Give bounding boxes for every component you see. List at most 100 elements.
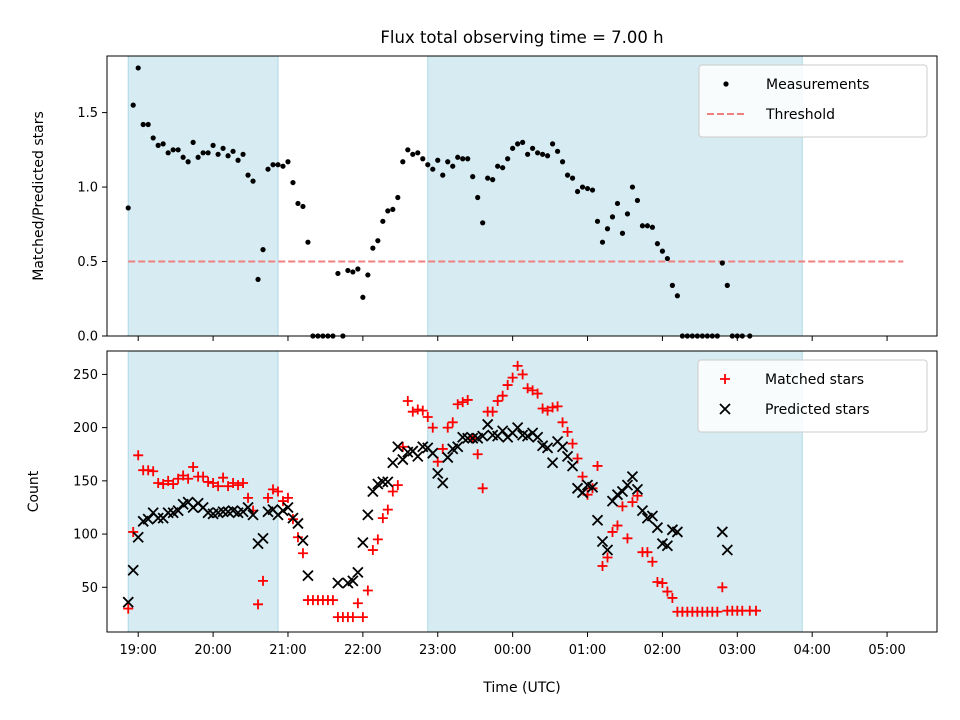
point-matched-stars-5 xyxy=(148,466,159,477)
point-predicted-stars-105 xyxy=(716,526,728,538)
point-matched-stars-118 xyxy=(712,606,723,617)
point-measurements-51 xyxy=(380,218,386,224)
point-predicted-stars-27 xyxy=(257,532,269,544)
y-tick-label: 0.0 xyxy=(77,330,98,345)
point-measurements-31 xyxy=(280,163,286,169)
point-predicted-stars-41 xyxy=(357,536,369,549)
y-axis-label: Count xyxy=(26,470,42,512)
point-measurements-91 xyxy=(579,184,586,190)
point-matched-stars-1 xyxy=(128,526,139,537)
point-measurements-29 xyxy=(270,162,276,168)
legend-label: Matched stars xyxy=(765,372,864,388)
x-tick-label: 02:00 xyxy=(644,643,681,658)
point-measurements-106 xyxy=(654,241,661,247)
point-measurements-100 xyxy=(624,211,631,217)
top-panel-ratio: 0.0 0.5 1.0 1.5 Matched/Predicted stars Measu… xyxy=(31,55,938,345)
point-measurements-2 xyxy=(135,65,141,71)
point-matched-stars-22 xyxy=(233,480,244,491)
point-predicted-stars-92 xyxy=(611,489,624,501)
point-measurements-22 xyxy=(235,157,241,163)
legend-label: Threshold xyxy=(765,107,835,123)
point-measurements-55 xyxy=(400,159,406,165)
point-matched-stars-49 xyxy=(367,545,378,556)
x-tick-label: 05:00 xyxy=(868,643,905,658)
point-measurements-88 xyxy=(564,172,571,178)
point-matched-stars-15 xyxy=(198,471,209,482)
point-measurements-10 xyxy=(175,147,181,153)
legend-box xyxy=(697,359,928,433)
x-tick-label: 22:00 xyxy=(344,643,381,658)
point-measurements-8 xyxy=(165,150,171,156)
point-measurements-5 xyxy=(150,135,156,141)
point-measurements-27 xyxy=(260,247,266,253)
y-tick-label: 150 xyxy=(73,474,98,489)
x-tick-label: 19:00 xyxy=(119,643,156,658)
point-measurements-103 xyxy=(639,223,646,229)
point-measurements-33 xyxy=(290,179,296,186)
point-predicted-stars-104 xyxy=(671,526,684,538)
legend-marker-matched-stars xyxy=(720,374,730,384)
point-predicted-stars-66 xyxy=(482,418,494,431)
point-measurements-79 xyxy=(520,139,526,145)
point-measurements-30 xyxy=(275,162,281,168)
point-measurements-64 xyxy=(445,159,451,165)
point-measurements-68 xyxy=(465,156,471,162)
point-matched-stars-79 xyxy=(517,369,528,380)
point-predicted-stars-48 xyxy=(392,441,404,453)
point-matched-stars-98 xyxy=(612,520,623,531)
point-predicted-stars-63 xyxy=(467,432,479,444)
point-matched-stars-46 xyxy=(352,598,363,609)
point-matched-stars-61 xyxy=(427,422,438,433)
point-predicted-stars-35 xyxy=(297,534,309,547)
point-matched-stars-100 xyxy=(622,533,633,544)
point-matched-stars-34 xyxy=(292,532,303,543)
point-matched-stars-91 xyxy=(577,471,588,482)
point-matched-stars-60 xyxy=(422,411,433,422)
point-measurements-102 xyxy=(634,197,641,204)
point-measurements-13 xyxy=(190,139,196,145)
point-matched-stars-21 xyxy=(228,477,239,488)
point-measurements-89 xyxy=(569,175,576,181)
point-matched-stars-13 xyxy=(188,462,199,473)
point-measurements-42 xyxy=(335,270,341,277)
y-tick-label: 0.5 xyxy=(77,255,98,270)
point-predicted-stars-62 xyxy=(462,432,474,444)
point-measurements-47 xyxy=(360,294,366,300)
point-matched-stars-53 xyxy=(387,486,398,497)
point-predicted-stars-65 xyxy=(477,430,489,442)
point-predicted-stars-57 xyxy=(437,477,449,489)
point-measurements-109 xyxy=(669,282,675,288)
shaded-interval-0 xyxy=(127,55,279,337)
point-predicted-stars-99 xyxy=(646,510,659,522)
point-measurements-76 xyxy=(505,156,511,162)
point-measurements-44 xyxy=(345,267,351,274)
point-measurements-93 xyxy=(589,187,596,193)
point-matched-stars-47 xyxy=(357,612,368,623)
point-measurements-24 xyxy=(245,172,251,178)
point-matched-stars-9 xyxy=(168,479,179,490)
x-tick-label: 20:00 xyxy=(194,643,231,658)
point-measurements-12 xyxy=(185,159,191,165)
point-measurements-96 xyxy=(604,226,611,232)
point-predicted-stars-96 xyxy=(631,483,644,496)
point-measurements-78 xyxy=(515,141,521,147)
point-matched-stars-12 xyxy=(183,473,194,484)
y-tick-label: 250 xyxy=(73,368,98,383)
point-matched-stars-75 xyxy=(497,390,508,401)
point-predicted-stars-55 xyxy=(427,447,439,459)
point-matched-stars-108 xyxy=(662,586,673,597)
point-matched-stars-125 xyxy=(751,605,762,616)
point-measurements-101 xyxy=(629,184,636,190)
point-matched-stars-105 xyxy=(647,556,658,567)
point-measurements-72 xyxy=(485,175,491,181)
point-matched-stars-0 xyxy=(123,603,134,614)
point-matched-stars-88 xyxy=(562,426,573,437)
point-matched-stars-29 xyxy=(268,484,278,495)
point-matched-stars-71 xyxy=(477,483,488,494)
point-matched-stars-89 xyxy=(567,438,578,449)
point-measurements-17 xyxy=(210,142,216,148)
point-predicted-stars-1 xyxy=(127,564,139,576)
point-matched-stars-19 xyxy=(218,472,229,483)
point-matched-stars-107 xyxy=(657,578,668,589)
point-matched-stars-83 xyxy=(537,403,548,414)
